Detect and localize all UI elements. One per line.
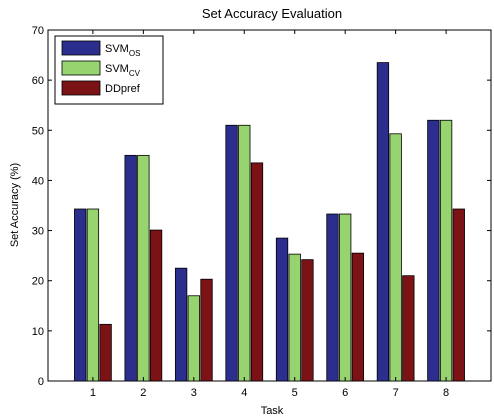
y-tick-label: 30	[32, 226, 44, 238]
x-tick-label: 1	[90, 387, 96, 399]
bar-series2-task-1	[86, 208, 100, 382]
x-tick-label: 4	[241, 387, 247, 399]
bar-series1-task-4	[225, 124, 238, 382]
bar-series3-task-6	[351, 252, 365, 382]
bar-series3-task-2	[149, 229, 163, 382]
ticks-group: 0 10 20 30 40 50 60 70 1 2 3 4 5 6 7 8	[32, 25, 491, 399]
bar-series1-task-6	[326, 213, 339, 382]
bar-series1-task-1	[74, 208, 87, 382]
y-tick-label: 40	[32, 175, 44, 187]
y-tick-label: 20	[32, 276, 44, 288]
bar-series2-task-4	[238, 124, 251, 382]
legend-swatch-2	[61, 60, 101, 76]
bar-series2-task-3	[187, 295, 200, 382]
bar-series3-task-1	[99, 323, 112, 382]
y-tick-label: 10	[32, 326, 44, 338]
bar-series2-task-7	[389, 133, 402, 382]
bar-series1-task-5	[275, 237, 289, 382]
y-axis-label: Set Accuracy (%)	[9, 163, 21, 247]
x-tick-label: 8	[443, 387, 449, 399]
bar-series3-task-5	[301, 259, 314, 382]
x-tick-label: 3	[191, 387, 197, 399]
bar-series1-task-8	[427, 119, 440, 382]
x-tick-label: 5	[292, 387, 298, 399]
y-tick-label: 70	[32, 25, 44, 37]
y-tick-label: 60	[32, 75, 44, 87]
x-tick-label: 2	[140, 387, 146, 399]
bar-series2-task-8	[439, 119, 453, 382]
bar-series3-task-8	[452, 208, 465, 382]
bars-group	[74, 62, 465, 382]
legend-swatch-1	[61, 40, 101, 56]
bar-series1-task-2	[124, 154, 137, 382]
bar-series1-task-3	[174, 267, 188, 382]
y-tick-label: 50	[32, 125, 44, 137]
legend-swatch-3	[61, 80, 101, 96]
bar-series1-task-7	[376, 62, 390, 382]
chart-title: Set Accuracy Evaluation	[202, 6, 342, 21]
bar-series3-task-7	[402, 275, 415, 382]
y-tick-label: 0	[38, 376, 44, 388]
bar-series3-task-3	[200, 278, 213, 382]
plot-frame	[47, 29, 492, 382]
x-axis-label: Task	[261, 405, 284, 417]
bar-series2-task-6	[339, 213, 352, 382]
bar-series3-task-4	[250, 162, 264, 382]
bar-series2-task-2	[137, 154, 150, 382]
x-tick-label: 6	[342, 387, 348, 399]
legend-label-3: DDpref	[105, 83, 141, 95]
x-tick-label: 7	[393, 387, 399, 399]
bar-series2-task-5	[288, 253, 301, 382]
plot-border	[47, 29, 492, 382]
